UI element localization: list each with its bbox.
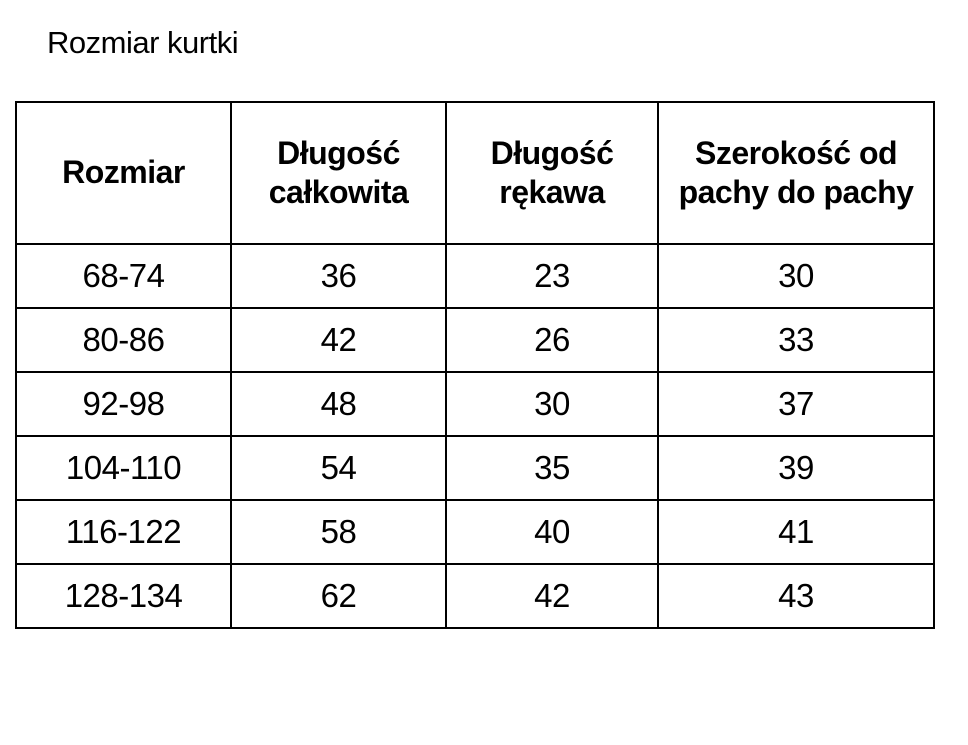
table-cell: 54	[230, 435, 447, 501]
table-row: 92-98 48 30 37	[15, 371, 935, 437]
jacket-size-table: Rozmiar Długość całkowita Długość rękawa…	[15, 101, 935, 629]
table-row: 116-122 58 40 41	[15, 499, 935, 565]
table-cell: 42	[445, 563, 659, 629]
table-cell: 35	[445, 435, 659, 501]
table-cell: 39	[657, 435, 935, 501]
table-row: 68-74 36 23 30	[15, 243, 935, 309]
page-title: Rozmiar kurtki	[47, 25, 239, 60]
table-row: 80-86 42 26 33	[15, 307, 935, 373]
size-cell: 116-122	[15, 499, 232, 565]
table-cell: 36	[230, 243, 447, 309]
table-cell: 48	[230, 371, 447, 437]
table-row: 128-134 62 42 43	[15, 563, 935, 629]
table-cell: 26	[445, 307, 659, 373]
table-cell: 62	[230, 563, 447, 629]
table-cell: 23	[445, 243, 659, 309]
table-header-row: Rozmiar Długość całkowita Długość rękawa…	[15, 101, 935, 245]
column-header-rozmiar: Rozmiar	[15, 101, 232, 245]
size-cell: 128-134	[15, 563, 232, 629]
table-cell: 41	[657, 499, 935, 565]
table-cell: 33	[657, 307, 935, 373]
column-header-szerokosc: Szerokość od pachy do pachy	[657, 101, 935, 245]
table-cell: 30	[445, 371, 659, 437]
size-cell: 104-110	[15, 435, 232, 501]
table-cell: 40	[445, 499, 659, 565]
size-cell: 92-98	[15, 371, 232, 437]
table-cell: 42	[230, 307, 447, 373]
table-row: 104-110 54 35 39	[15, 435, 935, 501]
column-header-dlugosc-rekawa: Długość rękawa	[445, 101, 659, 245]
table-cell: 30	[657, 243, 935, 309]
table-cell: 58	[230, 499, 447, 565]
size-cell: 80-86	[15, 307, 232, 373]
size-cell: 68-74	[15, 243, 232, 309]
table-cell: 37	[657, 371, 935, 437]
table-cell: 43	[657, 563, 935, 629]
column-header-dlugosc-calkowita: Długość całkowita	[230, 101, 447, 245]
